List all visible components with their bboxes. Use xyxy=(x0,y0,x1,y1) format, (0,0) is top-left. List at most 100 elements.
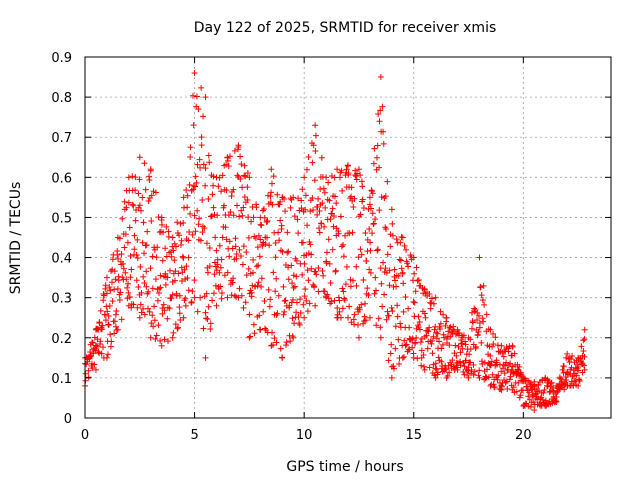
data-point xyxy=(165,338,172,345)
data-point xyxy=(125,289,132,296)
data-point xyxy=(132,174,139,181)
data-point xyxy=(492,334,499,341)
data-point xyxy=(266,242,273,249)
data-point xyxy=(313,271,320,278)
data-point xyxy=(475,372,482,379)
data-point xyxy=(425,328,432,335)
data-point xyxy=(394,302,401,309)
data-point xyxy=(293,309,300,316)
data-point xyxy=(360,276,367,283)
data-point xyxy=(256,253,263,260)
data-point xyxy=(143,283,150,290)
data-point xyxy=(126,293,133,300)
data-point xyxy=(123,204,130,211)
data-point xyxy=(431,372,438,379)
data-point xyxy=(122,269,129,276)
data-point xyxy=(548,379,555,386)
data-point xyxy=(103,354,110,361)
data-point xyxy=(162,270,169,277)
data-point xyxy=(399,354,406,361)
data-point xyxy=(157,284,164,291)
data-point xyxy=(213,247,220,254)
data-point xyxy=(325,295,332,302)
data-point xyxy=(180,220,187,227)
data-point xyxy=(184,204,191,211)
data-point xyxy=(399,269,406,276)
y-tick-label: 0 xyxy=(64,412,72,427)
data-point xyxy=(171,257,178,264)
data-point xyxy=(380,128,387,135)
data-point xyxy=(429,337,436,344)
data-point xyxy=(239,184,246,191)
data-point xyxy=(309,159,316,166)
data-point xyxy=(316,225,323,232)
data-point xyxy=(223,236,230,243)
data-point xyxy=(284,249,291,256)
data-point xyxy=(535,381,542,388)
data-point xyxy=(389,220,396,227)
data-point xyxy=(366,194,373,201)
data-point xyxy=(235,142,242,149)
data-point xyxy=(388,374,395,381)
data-point xyxy=(132,187,139,194)
data-point xyxy=(369,190,376,197)
data-point xyxy=(326,197,333,204)
data-point xyxy=(278,222,285,229)
data-point xyxy=(300,239,307,246)
data-point xyxy=(267,193,274,200)
data-point xyxy=(346,230,353,237)
data-point xyxy=(378,280,385,287)
data-point xyxy=(320,185,327,192)
data-point xyxy=(402,293,409,300)
data-point xyxy=(465,374,472,381)
data-point xyxy=(350,316,357,323)
x-axis-label: GPS time / hours xyxy=(286,459,403,475)
data-point xyxy=(244,169,251,176)
data-point xyxy=(387,243,394,250)
data-point xyxy=(395,272,402,279)
data-point xyxy=(446,342,453,349)
data-point xyxy=(143,268,150,275)
data-point xyxy=(460,368,467,375)
data-point xyxy=(246,311,253,318)
data-point xyxy=(367,239,374,246)
data-point xyxy=(204,316,211,323)
data-point xyxy=(218,295,225,302)
data-point xyxy=(198,84,205,91)
data-point xyxy=(513,388,520,395)
data-point xyxy=(340,288,347,295)
data-point xyxy=(204,269,211,276)
data-point xyxy=(481,359,488,366)
data-point xyxy=(143,242,150,249)
data-point xyxy=(114,251,121,258)
data-point xyxy=(272,254,279,261)
data-point xyxy=(394,313,401,320)
data-point xyxy=(301,293,308,300)
data-point xyxy=(428,340,435,347)
data-point xyxy=(233,251,240,258)
data-point xyxy=(218,256,225,263)
data-point xyxy=(217,283,224,290)
data-point xyxy=(85,367,92,374)
data-point xyxy=(542,402,549,409)
data-point xyxy=(218,188,225,195)
data-point xyxy=(205,196,212,203)
data-point xyxy=(219,234,226,241)
data-point xyxy=(118,316,125,323)
data-point xyxy=(249,282,256,289)
data-point xyxy=(324,291,331,298)
data-point xyxy=(177,220,184,227)
data-point xyxy=(357,211,364,218)
y-tick-label: 0.5 xyxy=(51,211,72,226)
data-point xyxy=(213,174,220,181)
data-point xyxy=(297,296,304,303)
data-point xyxy=(216,242,223,249)
data-point xyxy=(146,308,153,315)
data-point xyxy=(212,234,219,241)
data-point xyxy=(494,376,501,383)
data-point xyxy=(253,263,260,270)
data-point xyxy=(165,228,172,235)
data-point xyxy=(202,94,209,101)
data-point xyxy=(413,334,420,341)
data-point xyxy=(117,289,124,296)
